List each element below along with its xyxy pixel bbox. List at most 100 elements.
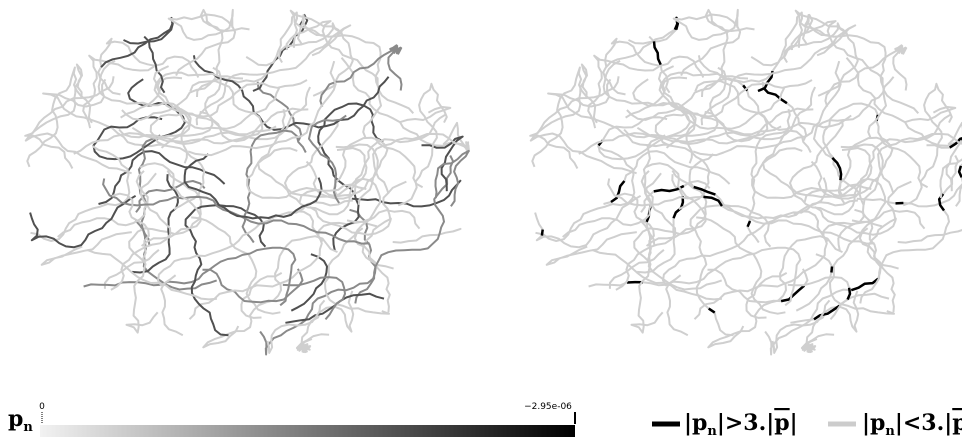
- network-edge: [610, 180, 626, 204]
- network-edge: [361, 217, 394, 270]
- legend-label: |pn|>3.|p|: [684, 410, 798, 439]
- network-edge: [637, 174, 684, 274]
- network-edge: [957, 165, 962, 178]
- network-edge: [308, 114, 347, 204]
- network-edge: [850, 277, 879, 292]
- network-edge: [845, 57, 962, 147]
- network-edge: [602, 37, 705, 96]
- network-edge: [285, 292, 385, 324]
- network-edge: [202, 268, 304, 304]
- network-edge: [829, 209, 926, 315]
- network-edge: [607, 178, 875, 245]
- network-left: [24, 8, 470, 356]
- network-edge: [813, 304, 841, 321]
- legend-label: |pn|<3.|p|: [862, 410, 962, 439]
- network-edge: [904, 106, 957, 124]
- network-edge: [782, 22, 859, 97]
- network-edge: [587, 54, 660, 129]
- network-edge: [298, 136, 389, 203]
- network-edge: [103, 249, 160, 289]
- legend-part: p: [952, 410, 962, 436]
- legend-part: n: [707, 424, 717, 439]
- network-edge: [374, 137, 424, 189]
- network-edge: [830, 266, 834, 273]
- network-edge: [623, 86, 817, 145]
- network-edge: [82, 54, 155, 129]
- network-edge: [120, 65, 170, 119]
- network-edge: [29, 194, 137, 249]
- network-edge: [654, 112, 782, 210]
- network-edge: [296, 338, 313, 354]
- network-edge: [672, 8, 742, 77]
- network-edge: [353, 227, 391, 313]
- network-edge: [40, 231, 132, 266]
- network-edge: [184, 204, 267, 337]
- network-edge: [700, 24, 857, 126]
- legend-part: |p: [862, 410, 885, 436]
- legend-part: |: [790, 410, 798, 436]
- colorbar-max: −2.95e-06: [524, 402, 572, 412]
- network-edge: [86, 249, 217, 301]
- network-edge: [866, 217, 899, 270]
- network-edge: [73, 107, 309, 155]
- colorbar-min: 0: [39, 402, 45, 412]
- network-edge: [856, 183, 962, 208]
- network-edge: [751, 147, 872, 199]
- network-edge: [340, 57, 470, 153]
- network-edge: [746, 220, 752, 228]
- network-edge: [372, 132, 470, 195]
- network-edge: [100, 16, 174, 68]
- network-edge: [757, 70, 774, 93]
- network-edge: [317, 102, 384, 251]
- network-edge: [822, 102, 889, 251]
- network-edge: [434, 149, 470, 207]
- network-edge: [202, 235, 338, 349]
- network-edge: [290, 253, 328, 312]
- network-edge: [545, 231, 637, 266]
- network-edge: [421, 135, 464, 192]
- network-edge: [644, 162, 707, 247]
- network-edge: [118, 86, 312, 145]
- colorbar: [40, 425, 575, 437]
- network-edge: [688, 153, 828, 220]
- network-edge: [351, 179, 462, 208]
- network-edge: [535, 145, 636, 242]
- network-edge: [639, 219, 723, 291]
- network-edge: [762, 86, 788, 105]
- network-edge: [616, 192, 664, 334]
- network-edge: [846, 287, 852, 300]
- network-edge: [245, 11, 298, 67]
- network-edge: [745, 272, 788, 319]
- network-edge: [802, 14, 830, 45]
- network-edge: [246, 147, 367, 199]
- network-edge: [149, 112, 277, 210]
- network-edge: [195, 24, 352, 126]
- network-edge: [949, 136, 962, 149]
- network-edge: [529, 63, 637, 175]
- network-edge: [840, 143, 884, 205]
- network-edge: [191, 216, 281, 315]
- network-edge: [780, 284, 806, 303]
- network-edge: [689, 204, 772, 337]
- network-edge: [83, 246, 297, 307]
- network-edge: [324, 209, 421, 315]
- network-edge: [696, 216, 786, 315]
- network-edge: [160, 274, 184, 337]
- network-edge: [824, 44, 908, 108]
- network-edge: [789, 119, 887, 223]
- network-edge: [335, 143, 379, 205]
- network-edge: [319, 44, 403, 108]
- network-edge: [897, 228, 962, 244]
- network-edge: [803, 136, 894, 203]
- legend-part: |>3.|: [717, 410, 774, 436]
- network-edge: [139, 162, 202, 247]
- network-edge: [297, 14, 325, 45]
- network-edge: [540, 229, 544, 236]
- network-edge: [252, 13, 309, 92]
- network-edge: [167, 8, 237, 77]
- network-edge: [813, 114, 852, 204]
- network-edge: [831, 157, 843, 181]
- network-edge: [692, 60, 842, 157]
- network-edge: [128, 169, 203, 263]
- network-edge: [801, 338, 818, 354]
